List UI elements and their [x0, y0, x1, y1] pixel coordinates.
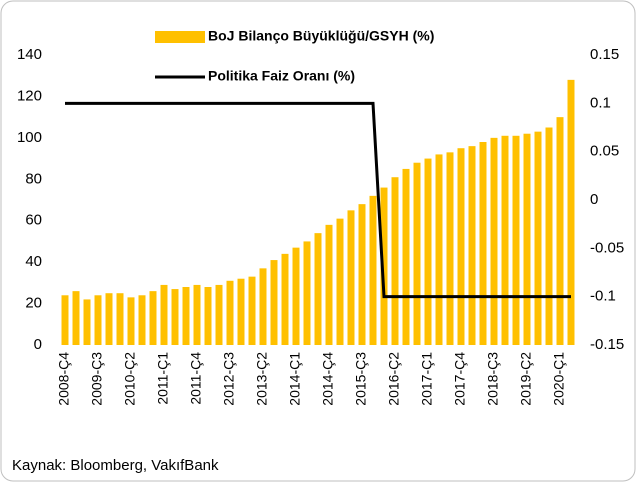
y-tick-label: 100 — [17, 129, 42, 146]
y2-tick-label: 0.1 — [590, 94, 611, 111]
legend-swatch — [155, 31, 205, 43]
bar — [61, 295, 69, 345]
x-tick-label: 2009-Ç3 — [89, 352, 105, 406]
x-tick-label: 2014-Ç4 — [320, 352, 336, 406]
bar — [523, 133, 531, 345]
line — [65, 101, 571, 299]
bar — [215, 284, 223, 345]
x-tick-label: 2008-Ç4 — [56, 352, 72, 406]
x-tick-label: 2014-Ç1 — [287, 352, 303, 406]
y2-tick-label: -0.1 — [590, 288, 616, 305]
bar — [171, 289, 179, 345]
y2-tick-label: 0.15 — [590, 46, 619, 63]
bar — [270, 260, 278, 345]
bar — [479, 142, 487, 345]
y2-tick-label: -0.15 — [590, 336, 624, 353]
bar — [314, 233, 322, 345]
bar — [94, 295, 102, 345]
bar — [72, 291, 80, 345]
bar — [545, 127, 553, 345]
bar — [149, 291, 157, 345]
bar — [556, 117, 564, 346]
y-tick-label: 120 — [17, 87, 42, 104]
bar — [127, 297, 135, 345]
bar — [534, 131, 542, 345]
x-tick-label: 2013-Ç2 — [254, 352, 270, 406]
y-tick-label: 80 — [25, 170, 42, 187]
bar — [193, 284, 201, 345]
legend-label: BoJ Bilanço Büyüklüğü/GSYH (%) — [208, 28, 434, 44]
bar — [138, 295, 146, 345]
x-tick-label: 2011-Ç4 — [188, 352, 204, 405]
bar — [325, 224, 333, 345]
bar — [512, 135, 520, 345]
bar — [83, 299, 91, 345]
bar — [468, 146, 476, 345]
bar — [105, 293, 113, 345]
y-tick-label: 60 — [25, 212, 42, 229]
bar — [369, 195, 377, 345]
x-tick-label: 2019-Ç2 — [518, 352, 534, 406]
bar — [259, 268, 267, 345]
bar — [380, 187, 388, 345]
x-tick-label: 2017-Ç1 — [419, 352, 435, 406]
y-tick-label: 20 — [25, 295, 42, 312]
bar — [237, 278, 245, 345]
bar — [435, 154, 443, 345]
x-tick-label: 2017-Ç4 — [452, 352, 468, 406]
bar — [446, 152, 454, 345]
y2-tick-label: 0 — [590, 191, 598, 208]
bar — [567, 79, 575, 345]
x-tick-label: 2015-Ç3 — [353, 352, 369, 406]
x-tick-label: 2018-Ç3 — [485, 352, 501, 406]
x-tick-label: 2020-Ç1 — [551, 352, 567, 406]
bar — [303, 241, 311, 345]
bar — [402, 168, 410, 345]
bar — [336, 218, 344, 345]
bar — [347, 210, 355, 345]
bar — [182, 287, 190, 345]
x-tick-label: 2016-Ç2 — [386, 352, 402, 406]
bar — [248, 276, 256, 345]
bar — [391, 177, 399, 345]
y-tick-label: 140 — [17, 46, 42, 63]
y-tick-label: 0 — [34, 336, 42, 353]
bar — [204, 287, 212, 345]
y2-tick-label: 0.05 — [590, 143, 619, 160]
bar — [226, 280, 234, 345]
y-tick-label: 40 — [25, 253, 42, 270]
x-tick-label: 2011-Ç1 — [155, 352, 171, 405]
bar — [160, 284, 168, 345]
bar — [501, 135, 509, 345]
legend-label: Politika Faiz Oranı (%) — [208, 68, 355, 84]
bar — [424, 158, 432, 345]
bar — [413, 162, 421, 345]
source: Kaynak: Bloomberg, VakıfBank — [12, 457, 219, 474]
y2-tick-label: -0.05 — [590, 239, 624, 256]
bar — [292, 247, 300, 345]
bar — [116, 293, 124, 345]
bar — [457, 148, 465, 345]
x-tick-label: 2010-Ç2 — [122, 352, 138, 406]
x-tick-label: 2012-Ç3 — [221, 352, 237, 406]
bar — [281, 253, 289, 345]
bar — [358, 204, 366, 345]
bar — [490, 137, 498, 345]
